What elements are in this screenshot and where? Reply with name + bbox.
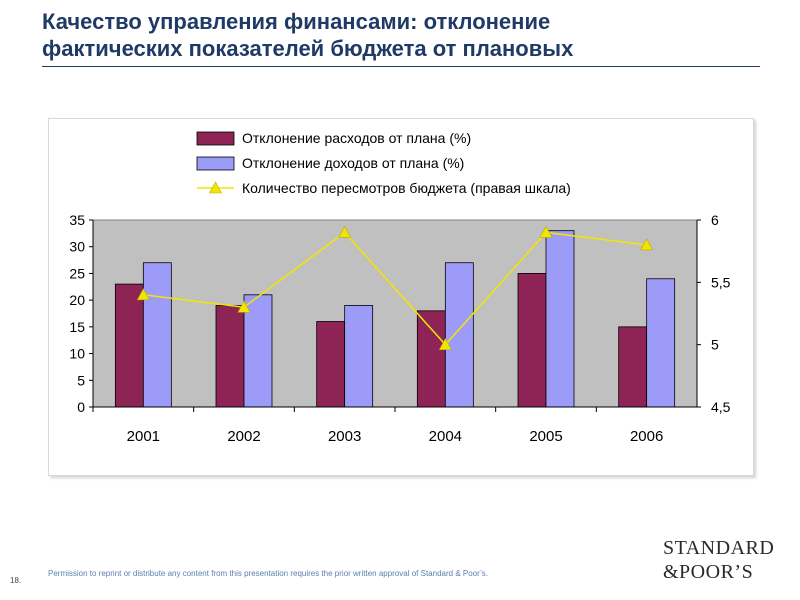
y-left-tick-label: 10 [69,346,85,362]
bar-expenses-deviation [316,321,346,408]
x-tick-label: 2003 [328,428,361,445]
y-right-tick-label: 4,5 [711,399,731,415]
legend-label-expenses: Отклонение расходов от плана (%) [242,130,471,146]
title-line-2: фактических показателей бюджета от плано… [42,36,574,61]
chart-panel: 0 5 10 15 20 25 30 35 4,5 5 5,5 6 2001 2002 2003 2004 20… [48,118,754,476]
y-left-tick-label: 5 [77,372,85,388]
y-left-tick-label: 35 [69,212,85,228]
bar-revenues-deviation [545,230,575,408]
logo-line-1: STANDARD [663,537,775,559]
page-number: 18. [10,576,22,585]
bar-revenues-deviation [142,262,172,408]
bar-expenses-deviation [618,326,648,408]
bar-expenses-deviation [114,283,144,408]
bar-expenses-deviation [517,273,547,408]
y-left-tick-label: 15 [69,319,85,335]
x-tick-label: 2006 [630,428,663,445]
revision-point-marker [338,225,352,238]
x-tick-label: 2002 [227,428,260,445]
y-left-tick-label: 30 [69,239,85,255]
line-budget-revisions [143,231,647,346]
y-left-tick-label: 20 [69,292,85,308]
page-title: Качество управления финансами: отклонени… [42,8,762,62]
revision-point-marker [640,238,654,251]
title-line-1: Качество управления финансами: отклонени… [42,9,551,34]
bar-expenses-deviation [416,310,446,408]
y-right-tick-label: 5 [711,337,719,353]
revision-point-marker [136,288,150,301]
legend-label-revenues: Отклонение доходов от плана (%) [242,155,464,171]
y-right-tick-label: 6 [711,212,719,228]
legend-swatch-revenues [196,156,235,171]
legend-swatch-revisions-marker [208,181,223,194]
bar-revenues-deviation [344,305,374,408]
x-tick-label: 2004 [429,428,462,445]
legend-label-revisions: Количество пересмотров бюджета (правая ш… [242,180,571,196]
revision-point-marker [539,225,553,238]
logo-line-2: &POOR’S [663,561,754,583]
revision-point-marker [438,338,452,350]
bar-revenues-deviation [646,278,676,408]
plot-area [92,219,698,408]
legend-swatch-expenses [196,131,235,146]
title-divider [42,66,760,67]
x-tick-label: 2001 [127,428,160,445]
standard-poors-logo: STANDARD &POOR’S [663,536,785,584]
budget-deviation-chart: 0 5 10 15 20 25 30 35 4,5 5 5,5 6 2001 2002 2003 2004 20… [69,130,731,445]
bar-expenses-deviation [215,305,245,408]
y-left-tick-label: 25 [69,265,85,281]
bar-revenues-deviation [243,294,273,408]
x-tick-label: 2005 [529,428,562,445]
copyright-notice: Permission to reprint or distribute any … [48,569,488,578]
bar-revenues-deviation [444,262,474,408]
y-left-tick-label: 0 [77,399,85,415]
revision-point-marker [237,300,251,313]
y-right-tick-label: 5,5 [711,274,731,290]
